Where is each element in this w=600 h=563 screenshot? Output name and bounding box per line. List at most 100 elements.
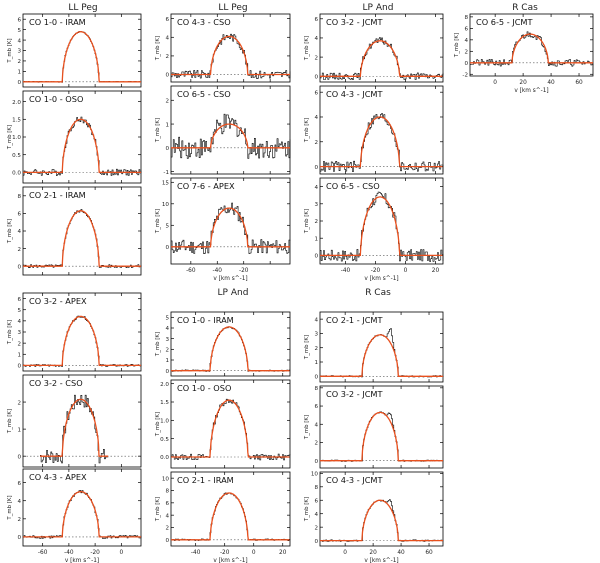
x-tick-label: 60 [575, 80, 583, 86]
y-axis-label: T_mb [K] [304, 335, 310, 360]
panel-frame [319, 311, 444, 383]
y-tick-label: 4 [314, 422, 318, 428]
y-tick-label: 2 [165, 526, 169, 532]
y-tick-label: 0 [17, 364, 21, 370]
y-tick-label: 1 [17, 70, 21, 76]
y-axis-label: T_mb [K] [7, 320, 13, 345]
panel-frame [319, 85, 444, 175]
y-tick-label: 8 [17, 194, 21, 200]
x-tick-label: 20 [369, 550, 377, 556]
y-tick-label: 2 [314, 525, 318, 531]
y-tick-label: 1 [165, 358, 169, 364]
model-fit-line [320, 334, 443, 377]
panel-title: CO 3-2 - JCMT [326, 389, 383, 399]
y-tick-label: 3 [314, 202, 318, 208]
observed-spectrum [40, 394, 109, 464]
observed-spectrum [470, 31, 594, 67]
observed-spectrum [171, 326, 291, 372]
x-tick-label: -40 [341, 268, 351, 274]
y-axis-label: T_mb [K] [304, 118, 310, 143]
y-tick-label: 6 [314, 498, 318, 504]
y-tick-label: 2 [314, 55, 318, 61]
observed-spectrum [171, 113, 291, 159]
y-axis-label: T_mb [K] [155, 118, 161, 143]
y-axis-label: T_mb [K] [454, 33, 460, 58]
x-tick-label: -20 [371, 268, 381, 274]
x-tick-label: 0 [493, 80, 497, 86]
model-fit-line [470, 33, 593, 64]
x-tick-label: 20 [519, 80, 527, 86]
y-tick-label: 4 [314, 36, 318, 42]
panel-title: CO 3-2 - APEX [29, 296, 87, 306]
y-tick-label: 5 [17, 308, 21, 314]
panel-frame [170, 177, 291, 265]
x-tick-label: -40 [64, 550, 74, 556]
y-tick-label: 4 [17, 38, 21, 44]
panel-frame [170, 13, 291, 83]
y-axis-label: T_mb [K] [155, 209, 161, 234]
y-tick-label: 4 [464, 38, 468, 44]
y-tick-label: 0.5 [160, 437, 169, 443]
spectrum-panel: 0 5 10 15 T_mb [K] -60 -40 -20 v [km s^-1] CO 7-6… [155, 177, 291, 282]
x-axis-label: v [km s^-1] [213, 558, 247, 563]
observed-spectrum [23, 209, 142, 268]
model-fit-line [171, 207, 290, 248]
y-tick-label: -1 [163, 170, 169, 176]
x-axis-label: v [km s^-1] [213, 276, 247, 282]
x-tick-label: -60 [186, 268, 196, 274]
panel-title: CO 3-2 - JCMT [326, 17, 383, 27]
panel-frame [319, 385, 444, 469]
y-tick-label: 4 [17, 319, 21, 325]
spectrum-panel: 0 2 4 6 T_mb [K] CO 3-2 - JCMT [304, 13, 444, 83]
panel-title: CO 4-3 - JCMT [326, 89, 383, 99]
y-tick-label: 15 [162, 181, 170, 187]
spectrum-panel: -1 0 1 2 T_mb [K] CO 6-5 - CSO [155, 85, 291, 176]
spectrum-panel: 0.0 0.5 1.0 1.5 2.0 T_mb [K] CO 1-0 - OSO [7, 90, 142, 184]
panel-title: CO 3-2 - CSO [29, 378, 83, 388]
model-fit-line [23, 118, 141, 174]
observed-spectrum [320, 37, 444, 80]
x-tick-label: -60 [38, 550, 48, 556]
y-tick-label: 2 [17, 400, 21, 406]
x-tick-label: -20 [90, 550, 100, 556]
x-tick-label: 0 [252, 550, 256, 556]
y-tick-label: 4 [17, 499, 21, 505]
y-tick-label: 6 [17, 297, 21, 303]
y-tick-label: 4 [165, 35, 169, 41]
panel-title: CO 1-0 - IRAM [177, 315, 234, 325]
y-tick-label: 0 [17, 535, 21, 541]
section-title-r-cas: R Cas [365, 288, 391, 298]
column-title-ll-peg-1: LL Peg [68, 3, 97, 13]
x-tick-label: -20 [220, 550, 230, 556]
y-tick-label: 6 [314, 90, 318, 96]
y-tick-label: 8 [314, 485, 318, 491]
column-title-ll-peg-2: LL Peg [218, 3, 247, 13]
y-tick-label: 0 [314, 254, 318, 260]
panel-title: CO 4-3 - APEX [29, 472, 87, 482]
y-axis-label: T_mb [K] [304, 36, 310, 61]
y-tick-label: 0 [165, 146, 169, 152]
y-axis-label: T_mb [K] [155, 36, 161, 61]
spectrum-panel: 0 1 2 3 4 T_mb [K] CO 2-1 - JCMT [304, 311, 444, 383]
model-fit-line [171, 35, 290, 76]
y-tick-label: 0 [314, 165, 318, 171]
spectrum-panel: 0 1 2 T_mb [K] CO 3-2 - CSO [7, 374, 142, 468]
y-tick-label: 0 [17, 454, 21, 460]
observed-spectrum [320, 411, 444, 462]
panel-frame [319, 13, 444, 83]
panel-title: CO 2-1 - IRAM [177, 475, 234, 485]
section-title-lp-and: LP And [218, 288, 249, 298]
spectrum-panel: 0 2 4 6 T_mb [K] CO 4-3 - CSO [155, 13, 291, 83]
observed-spectrum [171, 492, 291, 541]
y-tick-label: 2 [165, 98, 169, 104]
model-fit-line [23, 210, 141, 267]
model-fit-line [40, 398, 109, 457]
y-tick-label: 6 [314, 404, 318, 410]
y-tick-label: 8 [464, 15, 468, 21]
panel-frame [22, 90, 142, 184]
y-tick-label: 10 [311, 472, 319, 478]
y-tick-label: 0 [165, 245, 169, 251]
y-tick-label: 6 [165, 501, 169, 507]
x-axis-label: v [km s^-1] [364, 276, 398, 282]
y-tick-label: 1.5 [12, 118, 21, 124]
